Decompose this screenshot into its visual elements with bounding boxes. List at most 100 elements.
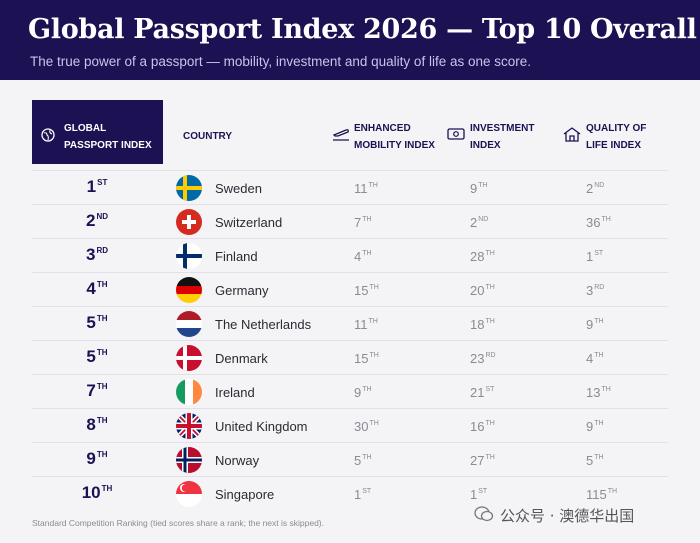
mobility-rank: 30TH: [354, 419, 379, 434]
rank: 3RD: [32, 245, 162, 265]
investment-rank: 28TH: [470, 249, 495, 264]
flag: [176, 447, 202, 473]
flag-shape: [176, 447, 202, 473]
rank-number: 23: [470, 351, 485, 366]
quality-rank: 36TH: [586, 215, 611, 230]
mobility-rank: 15TH: [354, 351, 379, 366]
rank-suffix: TH: [96, 450, 108, 459]
rank-number: 5: [86, 313, 96, 332]
rank-number: 2: [586, 181, 594, 196]
plane-icon: [332, 129, 349, 141]
flag: [176, 379, 202, 405]
rank-number: 5: [586, 453, 594, 468]
flag-shape: [176, 345, 202, 371]
rank-number: 9: [86, 449, 96, 468]
rank-suffix: ST: [478, 488, 488, 495]
rank-suffix: TH: [607, 488, 618, 495]
rank: 1ST: [32, 177, 162, 197]
rank-suffix: TH: [369, 284, 379, 291]
rank-number: 13: [586, 385, 601, 400]
rank-number: 3: [586, 283, 594, 298]
investment-rank: 16TH: [470, 419, 495, 434]
rank-number: 3: [85, 245, 96, 264]
rank-suffix: TH: [601, 216, 611, 223]
quality-rank: 3RD: [586, 283, 604, 298]
rank-number: 30: [354, 419, 369, 434]
flag-shape: [176, 277, 202, 303]
flag-shape: [176, 481, 202, 507]
house-icon: [563, 127, 581, 142]
rank-number: 20: [470, 283, 485, 298]
rank-number: 9: [586, 317, 594, 332]
rank-suffix: TH: [369, 352, 379, 359]
rank-suffix: TH: [101, 484, 113, 493]
flag-shape: [176, 413, 202, 439]
rank-suffix: RD: [96, 246, 109, 255]
country-name: Germany: [215, 283, 269, 298]
rank-number: 4: [586, 351, 594, 366]
country-name: Finland: [215, 249, 258, 264]
rank-number: 11: [354, 181, 368, 196]
rank-suffix: TH: [96, 348, 108, 357]
rank-suffix: TH: [368, 318, 378, 325]
country-name: Singapore: [215, 487, 275, 502]
column-header: GLOBAL PASSPORT INDEX: [64, 123, 152, 151]
rank-suffix: TH: [485, 318, 495, 325]
rank-number: 8: [86, 415, 96, 434]
rank-suffix: ST: [485, 386, 495, 393]
quality-rank: 2ND: [586, 181, 604, 196]
flag: [176, 277, 202, 303]
rank-suffix: TH: [594, 454, 604, 461]
rank-suffix: RD: [594, 284, 605, 291]
country-name: Ireland: [215, 385, 255, 400]
rank-suffix: TH: [601, 386, 611, 393]
rank-suffix: RD: [485, 352, 496, 359]
mobility-rank: 15TH: [354, 283, 379, 298]
rank-number: 21: [470, 385, 485, 400]
table-row: 9TH Norway 5TH 27TH 5TH: [32, 442, 668, 477]
rank-suffix: ND: [594, 182, 605, 189]
flag: [176, 243, 202, 269]
country-name: The Netherlands: [215, 317, 312, 332]
flag: [176, 209, 202, 235]
money-icon: [447, 128, 465, 140]
table-row: 7TH Ireland 9TH 21ST 13TH: [32, 374, 668, 409]
rank: 5TH: [32, 347, 162, 367]
rank-number: 36: [586, 215, 601, 230]
rank: 5TH: [32, 313, 162, 333]
rank-suffix: TH: [485, 454, 495, 461]
rank-suffix: TH: [485, 420, 495, 427]
rank-suffix: ST: [594, 250, 604, 257]
rank-suffix: TH: [96, 314, 108, 323]
rank-number: 28: [470, 249, 485, 264]
rank-suffix: TH: [594, 420, 604, 427]
country-name: Norway: [215, 453, 260, 468]
column-header: INVESTMENT INDEX: [470, 123, 535, 151]
rank-number: 4: [86, 279, 96, 298]
rank-suffix: TH: [485, 284, 495, 291]
rank-number: 27: [470, 453, 485, 468]
mobility-rank: 9TH: [354, 385, 372, 400]
mobility-rank: 5TH: [354, 453, 372, 468]
rank-number: 1: [354, 487, 362, 502]
rank: 4TH: [32, 279, 162, 299]
country-name: Denmark: [215, 351, 268, 366]
quality-rank: 9TH: [586, 419, 604, 434]
table-row: 2ND Switzerland 7TH 2ND 36TH: [32, 204, 668, 239]
investment-rank: 20TH: [470, 283, 495, 298]
rank-number: 10: [81, 483, 101, 502]
table-row: 5TH Denmark 15TH 23RD 4 TH: [32, 340, 668, 375]
flag-shape: [176, 379, 202, 405]
column-header: ENHANCED MOBILITY INDEX: [354, 123, 435, 151]
rank: 8TH: [32, 415, 162, 435]
mobility-rank: 4TH: [354, 249, 372, 264]
mobility-rank: 1ST: [354, 487, 371, 502]
rank: 9TH: [32, 449, 162, 469]
table-row: 10TH Singapore 1ST 1ST 115TH: [32, 476, 668, 511]
rank-suffix: TH: [362, 250, 372, 257]
rank-number: 9: [470, 181, 478, 196]
rank-suffix: TH: [485, 250, 495, 257]
rank-number: 16: [470, 419, 485, 434]
rank-number: 2: [85, 211, 96, 230]
investment-rank: 2ND: [470, 215, 488, 230]
